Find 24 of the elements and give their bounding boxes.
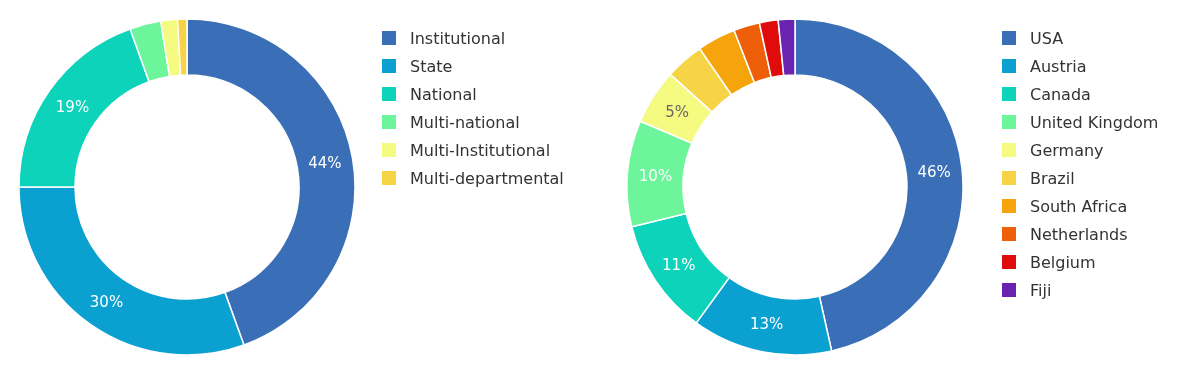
legend-label: Netherlands <box>1030 224 1128 244</box>
data-label: 11% <box>662 256 696 275</box>
legend-label: Belgium <box>1030 252 1096 272</box>
legend-label: Germany <box>1030 140 1104 160</box>
legend-label: Multi-Institutional <box>410 140 551 160</box>
data-label: 19% <box>55 97 90 116</box>
legend-label: National <box>410 84 477 104</box>
data-label: 13% <box>749 315 784 334</box>
legend-label: United Kingdom <box>1030 112 1159 132</box>
legend-label: Fiji <box>1030 280 1052 300</box>
legend-label: Institutional <box>410 28 506 48</box>
legend-label: Multi-national <box>410 112 520 132</box>
data-label: 30% <box>89 292 124 311</box>
legend-label: Multi-departmental <box>410 168 564 188</box>
legend-label: State <box>410 56 453 76</box>
legend-label: Brazil <box>1030 168 1075 188</box>
data-label: 10% <box>638 166 673 185</box>
legend-label: Austria <box>1030 56 1087 76</box>
legend-label: South Africa <box>1030 196 1128 216</box>
data-label: 46% <box>917 162 951 181</box>
legend-label: USA <box>1030 28 1064 48</box>
data-label: 5% <box>665 102 689 121</box>
data-label: 44% <box>308 154 342 173</box>
legend-label: Canada <box>1030 84 1091 104</box>
